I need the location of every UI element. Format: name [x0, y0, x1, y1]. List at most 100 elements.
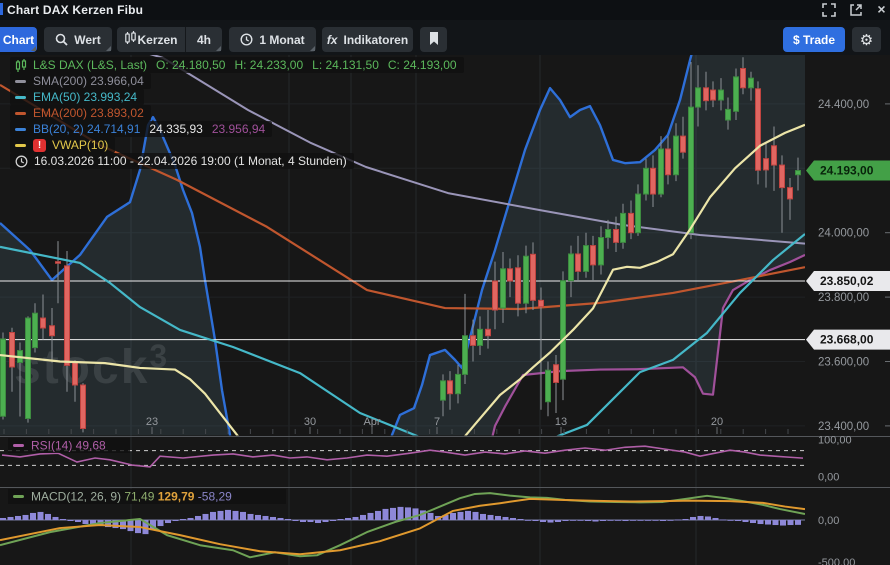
macd-histogram-bar [457, 511, 464, 520]
macd-histogram-bar [292, 520, 299, 522]
candle [55, 261, 61, 264]
bollinger-lower-line [491, 253, 805, 436]
macd-histogram-bar [30, 512, 36, 520]
candle [568, 253, 574, 282]
macd-histogram-bar [697, 515, 704, 520]
macd-histogram-bar [375, 510, 381, 520]
time-axis-label: 23 [146, 416, 158, 428]
candle [643, 167, 649, 195]
trade-button[interactable]: $ Trade [783, 27, 845, 52]
time-axis-label: 13 [555, 416, 567, 428]
candle [795, 170, 801, 176]
rsi-panel[interactable] [0, 445, 805, 468]
titlebar: Chart DAX Kerzen Fibu × [0, 0, 890, 20]
candle [688, 106, 694, 234]
macd-histogram-bar [330, 520, 336, 522]
candle [477, 328, 483, 346]
chart-area[interactable]: stock32330Apr7132024.400,0024.000,0023.8… [0, 52, 890, 565]
main-plot[interactable] [0, 52, 805, 555]
price-badge-label: 23.668,00 [820, 333, 874, 347]
macd-histogram-bar [675, 519, 681, 521]
candle [64, 265, 70, 366]
macd-histogram-bar [540, 520, 546, 523]
macd-histogram-bar [382, 508, 389, 520]
candles [0, 57, 801, 433]
candle [0, 338, 6, 417]
macd-line [0, 492, 805, 559]
macd-histogram-bar [690, 516, 696, 520]
rsi-legend[interactable]: RSI(14) 49,68 [8, 438, 130, 453]
svg-text:RSI(14) 49,68: RSI(14) 49,68 [31, 439, 106, 453]
macd-histogram-bar [555, 520, 561, 523]
popout-icon[interactable] [849, 3, 864, 17]
macd-histogram-bar [712, 517, 719, 520]
macd-histogram-bar [67, 520, 74, 522]
macd-histogram-bar [495, 515, 501, 520]
macd-legend[interactable]: MACD(12, 26, 9) 71,49 129,79 -58,29 [8, 489, 286, 504]
macd-histogram-bar [517, 518, 524, 520]
ema50-line [0, 233, 805, 436]
macd-histogram-bar [165, 520, 171, 524]
time-axis-label: 30 [304, 416, 316, 428]
candle [718, 89, 724, 101]
macd-histogram-bar [487, 514, 494, 520]
candle [462, 335, 468, 375]
candle [32, 312, 38, 349]
time-axis-label: 7 [434, 416, 440, 428]
macd-histogram-bar [75, 520, 81, 523]
macd-histogram-bar [90, 520, 96, 526]
macd-histogram-bar [667, 520, 674, 521]
macd-histogram-bar [592, 520, 599, 522]
price-axis[interactable]: 24.400,00 24.000,00 23.800,00 23.600,00 23.4… [806, 99, 890, 433]
macd-histogram-bar [270, 516, 276, 520]
macd-histogram-bar [232, 510, 239, 520]
price-chart-canvas[interactable]: stock32330Apr7132024.400,0024.000,0023.8… [0, 52, 890, 565]
close-icon[interactable]: × [877, 1, 886, 17]
macd-histogram-bar [727, 520, 734, 521]
price-axis-label: 23.400,00 [818, 421, 869, 433]
macd-histogram-bar [502, 516, 509, 520]
interval-button[interactable]: 4h [185, 27, 222, 52]
candle [530, 253, 536, 301]
candle [49, 325, 55, 337]
gear-icon: ⚙ [859, 31, 874, 49]
macd-histogram-bar [757, 520, 764, 525]
candle [583, 245, 589, 272]
instrument-search-button[interactable]: Wert [44, 27, 112, 52]
candle [598, 237, 604, 266]
macd-histogram-bar [112, 520, 119, 529]
bookmark-button[interactable] [420, 27, 447, 52]
candle [560, 280, 566, 380]
chart-tab-button[interactable]: Chart [0, 27, 37, 52]
candle [620, 212, 626, 243]
candle [500, 268, 506, 309]
candle [703, 87, 709, 102]
rsi-line [1, 445, 804, 468]
indicators-button[interactable]: fx Indikatoren [322, 27, 413, 52]
candle [9, 332, 15, 368]
bollinger-upper-line [0, 52, 694, 436]
candle [80, 384, 86, 429]
candle [492, 280, 498, 311]
settings-button[interactable]: ⚙ [852, 27, 881, 52]
candle [628, 212, 634, 234]
macd-histogram-bar [600, 520, 606, 522]
fullscreen-icon[interactable] [822, 3, 837, 17]
candle [447, 380, 453, 395]
candle [613, 228, 619, 243]
macd-histogram-bar [525, 520, 531, 521]
period-button[interactable]: 1 Monat [229, 27, 316, 52]
candle [635, 193, 641, 234]
macd-histogram-bar [120, 520, 126, 530]
candle [763, 158, 769, 171]
candle [787, 187, 793, 200]
time-axis[interactable]: 23 30 Apr 7 13 20 [3, 416, 789, 434]
search-icon [55, 33, 68, 46]
candle [755, 88, 761, 171]
macd-histogram-bar [562, 520, 569, 522]
macd-histogram-bar [210, 511, 216, 520]
macd-panel[interactable] [0, 492, 805, 559]
macd-histogram-bar [780, 520, 786, 526]
chart-type-button[interactable]: Kerzen [117, 27, 185, 52]
candlestick-icon [124, 31, 137, 48]
